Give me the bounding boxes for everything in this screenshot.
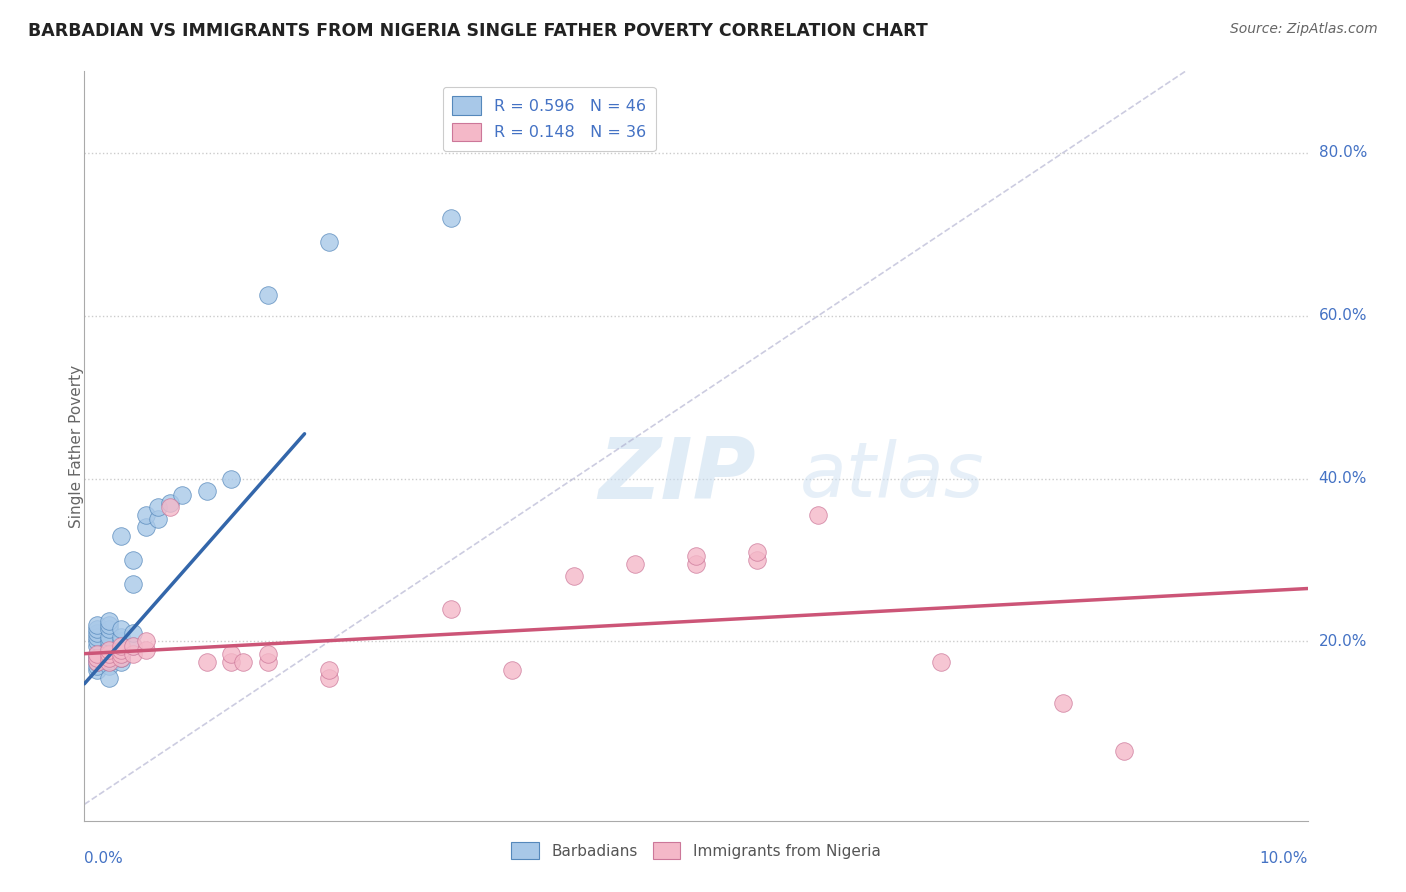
Point — [219, 647, 242, 661]
Point — [146, 500, 169, 514]
Point — [86, 634, 108, 648]
Point — [97, 642, 120, 657]
Point — [86, 618, 108, 632]
Point — [86, 622, 108, 636]
Point — [122, 553, 145, 567]
Point — [122, 639, 145, 653]
Point — [159, 500, 181, 514]
Point — [1052, 696, 1074, 710]
Point — [135, 508, 157, 523]
Point — [110, 642, 132, 657]
Point — [110, 639, 132, 653]
Point — [624, 557, 647, 571]
Point — [257, 655, 280, 669]
Point — [97, 618, 120, 632]
Point — [97, 631, 120, 645]
Point — [146, 512, 169, 526]
Point — [110, 642, 132, 657]
Point — [195, 655, 218, 669]
Point — [257, 647, 280, 661]
Point — [1114, 744, 1136, 758]
Point — [86, 655, 108, 669]
Legend: Barbadians, Immigrants from Nigeria: Barbadians, Immigrants from Nigeria — [505, 836, 887, 865]
Point — [318, 663, 340, 677]
Point — [97, 642, 120, 657]
Text: 0.0%: 0.0% — [84, 851, 124, 866]
Point — [97, 639, 120, 653]
Point — [86, 655, 108, 669]
Point — [195, 483, 218, 498]
Point — [97, 671, 120, 685]
Point — [440, 602, 463, 616]
Point — [232, 655, 254, 669]
Point — [97, 650, 120, 665]
Point — [97, 647, 120, 661]
Point — [110, 634, 132, 648]
Point — [86, 659, 108, 673]
Text: ZIP: ZIP — [598, 434, 756, 517]
Point — [97, 655, 120, 669]
Point — [97, 634, 120, 648]
Point — [219, 655, 242, 669]
Point — [97, 659, 120, 673]
Point — [86, 650, 108, 665]
Point — [135, 520, 157, 534]
Point — [562, 569, 585, 583]
Point — [135, 642, 157, 657]
Point — [97, 647, 120, 661]
Text: 20.0%: 20.0% — [1319, 634, 1367, 649]
Point — [122, 577, 145, 591]
Point — [86, 626, 108, 640]
Point — [97, 655, 120, 669]
Point — [110, 647, 132, 661]
Point — [122, 639, 145, 653]
Point — [86, 650, 108, 665]
Point — [86, 647, 108, 661]
Point — [110, 622, 132, 636]
Point — [122, 626, 145, 640]
Text: 80.0%: 80.0% — [1319, 145, 1367, 161]
Point — [110, 650, 132, 665]
Point — [110, 647, 132, 661]
Point — [502, 663, 524, 677]
Text: 60.0%: 60.0% — [1319, 309, 1367, 323]
Point — [97, 614, 120, 628]
Point — [135, 634, 157, 648]
Point — [929, 655, 952, 669]
Point — [110, 631, 132, 645]
Text: BARBADIAN VS IMMIGRANTS FROM NIGERIA SINGLE FATHER POVERTY CORRELATION CHART: BARBADIAN VS IMMIGRANTS FROM NIGERIA SIN… — [28, 22, 928, 40]
Point — [807, 508, 830, 523]
Point — [747, 545, 769, 559]
Point — [86, 631, 108, 645]
Point — [159, 496, 181, 510]
Point — [440, 211, 463, 225]
Text: atlas: atlas — [800, 439, 984, 513]
Point — [110, 650, 132, 665]
Point — [97, 622, 120, 636]
Point — [86, 639, 108, 653]
Point — [122, 647, 145, 661]
Point — [685, 549, 707, 563]
Point — [110, 655, 132, 669]
Point — [110, 528, 132, 542]
Point — [747, 553, 769, 567]
Text: 10.0%: 10.0% — [1260, 851, 1308, 866]
Text: Source: ZipAtlas.com: Source: ZipAtlas.com — [1230, 22, 1378, 37]
Y-axis label: Single Father Poverty: Single Father Poverty — [69, 365, 83, 527]
Point — [318, 235, 340, 250]
Text: 40.0%: 40.0% — [1319, 471, 1367, 486]
Point — [86, 647, 108, 661]
Point — [318, 671, 340, 685]
Point — [172, 488, 194, 502]
Point — [685, 557, 707, 571]
Point — [97, 650, 120, 665]
Point — [257, 288, 280, 302]
Point — [219, 472, 242, 486]
Point — [86, 663, 108, 677]
